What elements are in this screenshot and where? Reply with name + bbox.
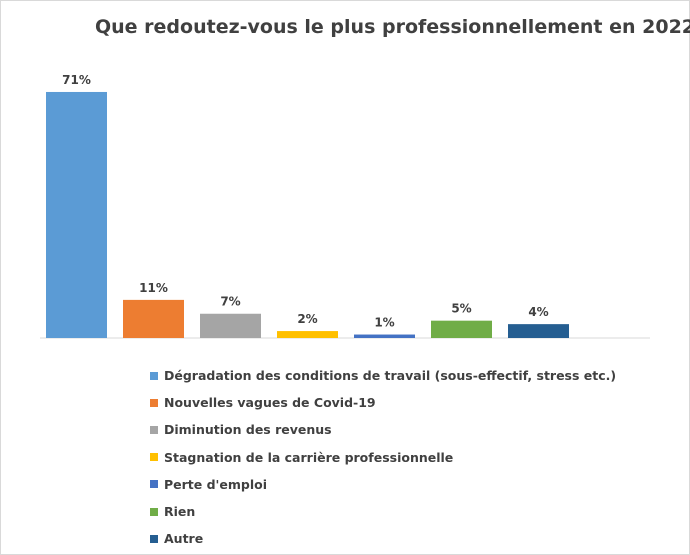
bar-7 bbox=[508, 324, 569, 338]
data-label-5: 1% bbox=[374, 316, 394, 330]
data-label-1: 71% bbox=[62, 73, 91, 87]
bar-6 bbox=[431, 320, 492, 338]
legend-swatch bbox=[150, 371, 158, 380]
legend-swatch bbox=[150, 507, 158, 516]
data-label-3: 7% bbox=[220, 295, 240, 309]
legend-swatch bbox=[150, 480, 158, 489]
chart-title: Que redoutez-vous le plus professionnell… bbox=[95, 16, 690, 38]
legend-item-5: Perte d'emploi bbox=[150, 471, 616, 498]
legend-item-6: Rien bbox=[150, 498, 616, 525]
legend-label: Rien bbox=[164, 504, 196, 520]
bar-1 bbox=[46, 91, 107, 338]
legend-swatch bbox=[150, 534, 158, 543]
legend-item-1: Dégradation des conditions de travail (s… bbox=[150, 362, 616, 389]
data-label-2: 11% bbox=[139, 281, 168, 295]
legend-label: Perte d'emploi bbox=[164, 476, 267, 492]
legend-swatch bbox=[150, 398, 158, 407]
legend-label: Nouvelles vagues de Covid-19 bbox=[164, 395, 376, 411]
legend-item-3: Diminution des revenus bbox=[150, 416, 616, 443]
data-label-7: 4% bbox=[528, 305, 548, 319]
legend-item-4: Stagnation de la carrière professionnell… bbox=[150, 444, 616, 471]
legend-label: Diminution des revenus bbox=[164, 422, 332, 438]
bar-3 bbox=[200, 313, 261, 338]
bars-group bbox=[46, 91, 569, 338]
bar-5 bbox=[354, 334, 415, 338]
legend-swatch bbox=[150, 425, 158, 434]
legend-label: Dégradation des conditions de travail (s… bbox=[164, 368, 617, 384]
legend-label: Stagnation de la carrière professionnell… bbox=[164, 449, 454, 465]
data-labels-group: 71% 11% 7% 2% 1% 5% 4% bbox=[62, 73, 549, 330]
data-label-4: 2% bbox=[297, 312, 317, 326]
data-label-6: 5% bbox=[451, 302, 471, 316]
bar-2 bbox=[123, 299, 184, 338]
legend-label: Autre bbox=[164, 531, 204, 547]
legend-item-7: Autre bbox=[150, 525, 616, 552]
bar-4 bbox=[277, 331, 338, 338]
legend-item-2: Nouvelles vagues de Covid-19 bbox=[150, 389, 616, 416]
chart-legend: Dégradation des conditions de travail (s… bbox=[150, 362, 616, 552]
legend-swatch bbox=[150, 453, 158, 462]
